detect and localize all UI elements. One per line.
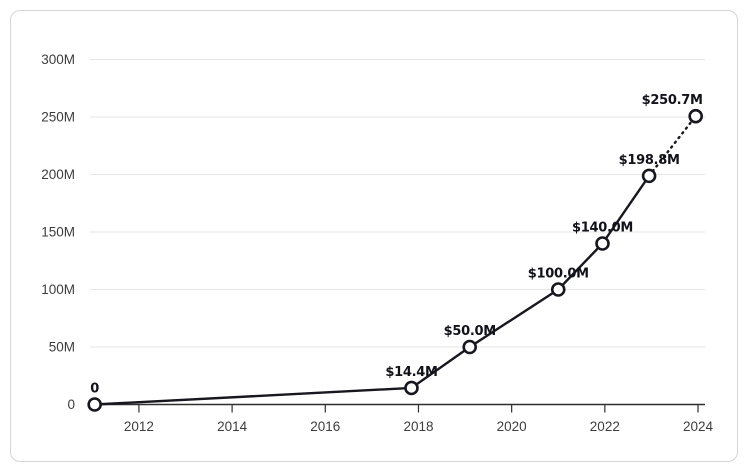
- y-tick-label: 0: [67, 397, 75, 412]
- data-point-label: $140.0M: [572, 221, 633, 236]
- data-point-marker[interactable]: [462, 339, 478, 355]
- y-tick-label: 150M: [41, 225, 75, 240]
- data-point-marker[interactable]: [87, 397, 102, 412]
- data-point-label: $100.0M: [528, 267, 589, 282]
- x-tick-label: 2020: [497, 419, 527, 434]
- x-tick-label: 2016: [310, 419, 340, 434]
- data-point-label: $250.7M: [642, 93, 703, 108]
- data-point-marker[interactable]: [688, 108, 703, 124]
- x-tick-label: 2024: [683, 419, 714, 434]
- y-tick-label: 50M: [49, 340, 75, 355]
- data-point-marker[interactable]: [595, 236, 610, 251]
- series-line: [94, 175, 651, 406]
- y-tick-label: 100M: [41, 282, 75, 297]
- data-point-label: $14.4M: [385, 365, 437, 380]
- x-tick-label: 2012: [124, 419, 154, 434]
- data-point-label: $198.8M: [619, 153, 680, 168]
- chart-card: 0 50M 100M 150M 200M 250M 300M 2012 2014 2016 2018…: [10, 10, 738, 462]
- data-point-marker[interactable]: [641, 168, 657, 184]
- y-tick-label: 250M: [41, 110, 75, 125]
- x-tick-label: 2018: [403, 419, 433, 434]
- series-line-projected-segment: [647, 114, 697, 178]
- data-point-label: 0: [90, 382, 99, 397]
- y-tick-label: 200M: [41, 167, 75, 182]
- data-point-label: $50.0M: [444, 324, 496, 339]
- funding-growth-line-chart: 0 50M 100M 150M 200M 250M 300M 2012 2014 2016 2018…: [41, 52, 714, 434]
- x-tick-label: 2014: [217, 419, 248, 434]
- data-point-marker[interactable]: [550, 282, 566, 297]
- x-tick-label: 2022: [590, 419, 620, 434]
- y-tick-label: 300M: [41, 52, 75, 67]
- data-point-marker[interactable]: [404, 380, 419, 396]
